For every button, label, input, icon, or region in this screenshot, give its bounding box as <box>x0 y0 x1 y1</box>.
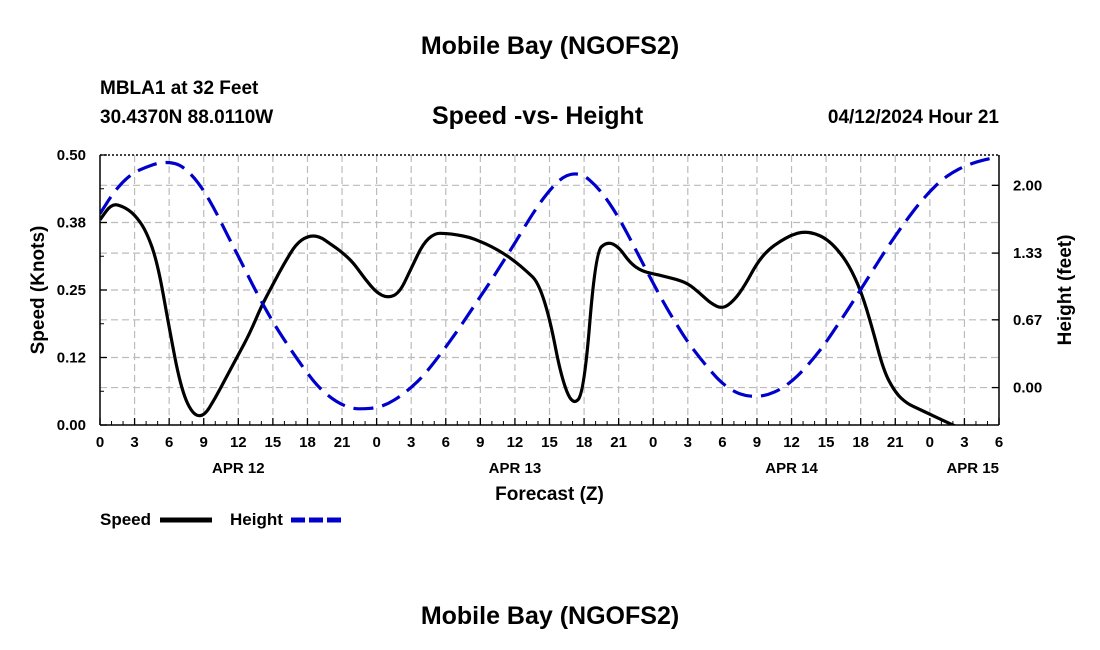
x-tick-label: 0 <box>96 434 104 451</box>
y-tick-label: 0.38 <box>57 215 86 232</box>
y2-axis-label: Height (feet) <box>1055 235 1076 346</box>
x-tick-label: 18 <box>299 434 316 451</box>
date-label: APR 14 <box>765 460 818 477</box>
footer-title: Mobile Bay (NGOFS2) <box>420 602 680 630</box>
date-label: APR 13 <box>489 460 542 477</box>
x-tick-label: 0 <box>649 434 657 451</box>
x-tick-label: 0 <box>926 434 934 451</box>
y-tick-label: 0.12 <box>57 350 86 367</box>
x-tick-label: 6 <box>718 434 726 451</box>
x-tick-label: 3 <box>130 434 138 451</box>
station-label: MBLA1 at 32 Feet <box>100 78 259 99</box>
x-tick-label: 3 <box>684 434 692 451</box>
station-coords: 30.4370N 88.0110W <box>100 107 274 128</box>
x-tick-label: 18 <box>852 434 869 451</box>
x-tick-label: 12 <box>783 434 800 451</box>
legend-height-label: Height <box>230 510 283 529</box>
legend-speed-label: Speed <box>100 510 152 529</box>
y-tick-label: 0.00 <box>57 417 86 434</box>
x-tick-label: 12 <box>507 434 524 451</box>
x-tick-label: 15 <box>541 434 558 451</box>
x-axis-label: Forecast (Z) <box>495 484 604 505</box>
forecast-datetime: 04/12/2024 Hour 21 <box>827 107 999 128</box>
x-tick-label: 6 <box>165 434 173 451</box>
x-tick-label: 21 <box>610 434 627 451</box>
speed-series-line <box>100 203 957 425</box>
x-tick-label: 18 <box>576 434 593 451</box>
date-label: APR 12 <box>212 460 265 477</box>
x-tick-label: 9 <box>753 434 761 451</box>
x-tick-label: 21 <box>887 434 904 451</box>
y2-tick-label: 2.00 <box>1013 177 1042 194</box>
chart-subtitle: Speed -vs- Height <box>432 102 644 130</box>
x-tick-label: 21 <box>334 434 351 451</box>
x-tick-label: 15 <box>818 434 835 451</box>
x-tick-label: 6 <box>995 434 1003 451</box>
y2-tick-label: 1.33 <box>1013 245 1042 262</box>
y-axis-label: Speed (Knots) <box>28 226 49 355</box>
height-series-line <box>100 155 999 411</box>
y-tick-label: 0.25 <box>57 282 86 299</box>
x-tick-label: 3 <box>407 434 415 451</box>
x-tick-label: 9 <box>200 434 208 451</box>
x-tick-label: 12 <box>230 434 247 451</box>
x-tick-label: 9 <box>476 434 484 451</box>
x-tick-label: 3 <box>960 434 968 451</box>
x-tick-label: 15 <box>265 434 282 451</box>
y2-tick-label: 0.00 <box>1013 380 1042 397</box>
x-tick-label: 6 <box>442 434 450 451</box>
chart-title: Mobile Bay (NGOFS2) <box>420 32 680 60</box>
y-tick-label: 0.50 <box>57 147 86 164</box>
date-label: APR 15 <box>946 460 999 477</box>
x-tick-label: 0 <box>372 434 380 451</box>
y2-tick-label: 0.67 <box>1013 312 1042 329</box>
